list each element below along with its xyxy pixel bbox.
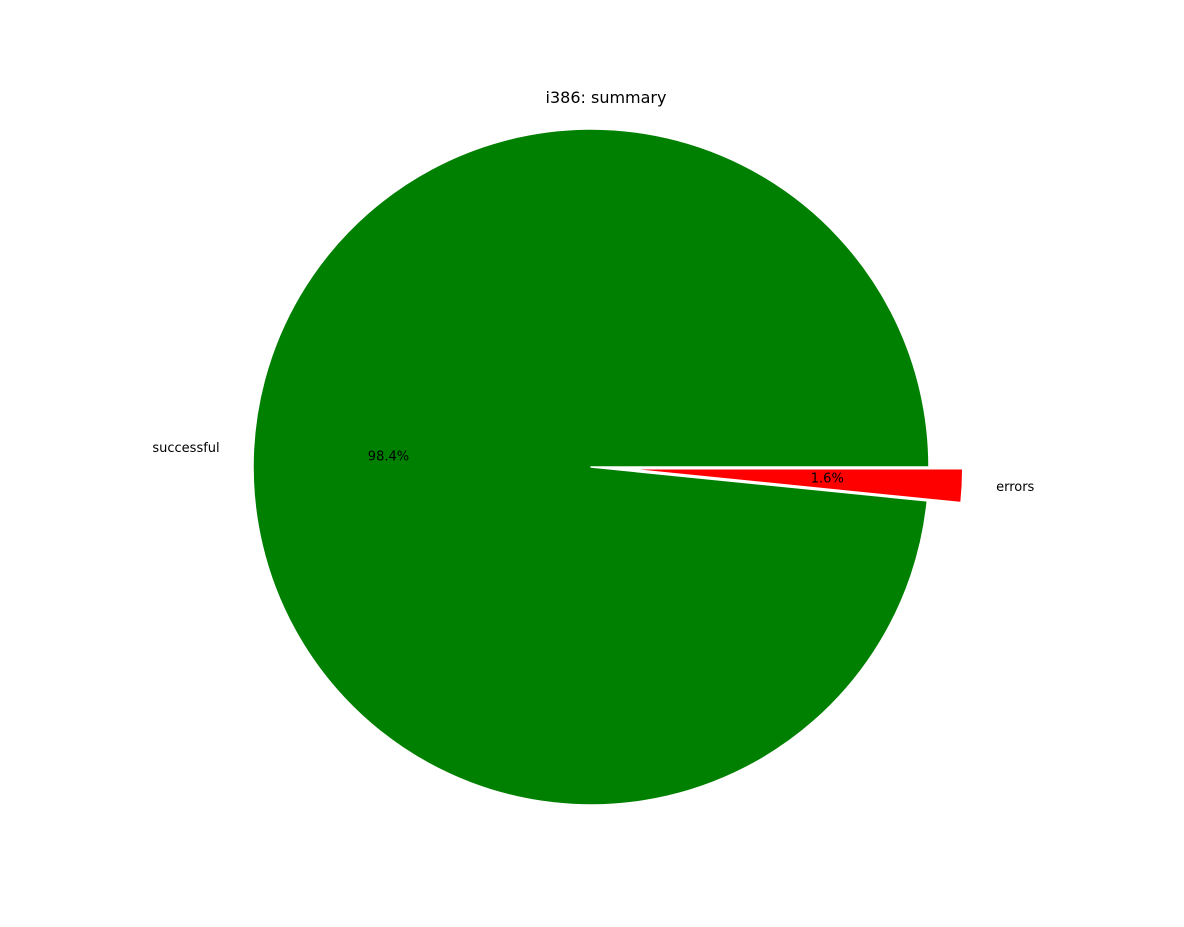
slice-label-successful: successful — [152, 441, 219, 456]
slice-percent-successful: 98.4% — [368, 449, 409, 464]
pie-slice-successful — [252, 128, 930, 806]
chart-title: i386: summary — [546, 88, 667, 107]
labels-layer: successful 98.4% errors 1.6% — [152, 441, 1034, 495]
slice-percent-errors: 1.6% — [811, 471, 844, 486]
pie-slice-errors — [624, 467, 964, 504]
slice-label-errors: errors — [996, 480, 1034, 495]
slices-layer — [252, 128, 964, 806]
